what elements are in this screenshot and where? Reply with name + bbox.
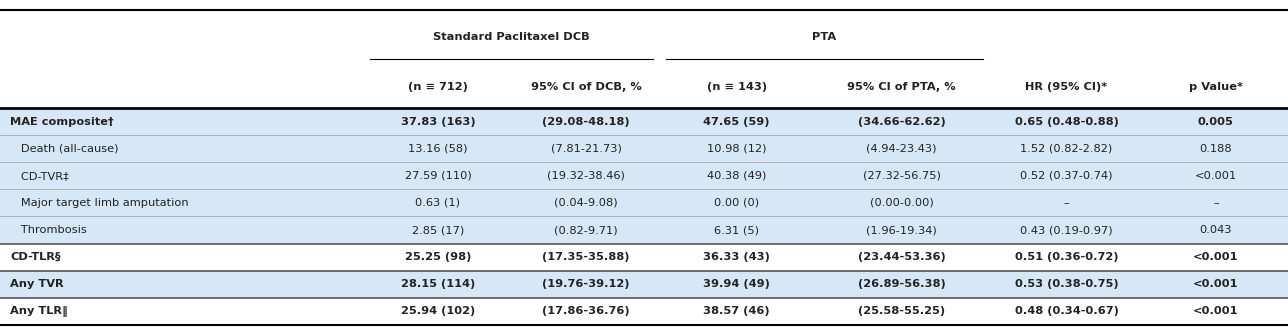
Text: <0.001: <0.001	[1193, 279, 1239, 289]
Text: 25.94 (102): 25.94 (102)	[401, 306, 475, 316]
Text: 6.31 (5): 6.31 (5)	[715, 225, 759, 235]
Text: HR (95% CI)*: HR (95% CI)*	[1025, 82, 1108, 92]
Bar	[0, 10, 1288, 108]
Bar	[0, 271, 1288, 298]
Text: 2.85 (17): 2.85 (17)	[412, 225, 464, 235]
Text: PTA: PTA	[813, 32, 836, 42]
Text: 0.63 (1): 0.63 (1)	[416, 198, 460, 208]
Bar	[0, 189, 1288, 216]
Text: 40.38 (49): 40.38 (49)	[707, 171, 766, 181]
Text: <0.001: <0.001	[1193, 252, 1239, 262]
Text: (17.86-36.76): (17.86-36.76)	[542, 306, 630, 316]
Text: 38.57 (46): 38.57 (46)	[703, 306, 770, 316]
Bar	[0, 108, 1288, 135]
Text: 0.005: 0.005	[1198, 117, 1234, 127]
Text: –: –	[1213, 198, 1218, 208]
Text: Any TLR‖: Any TLR‖	[10, 306, 68, 317]
Text: CD-TLR§: CD-TLR§	[10, 252, 61, 262]
Text: MAE composite†: MAE composite†	[10, 117, 113, 127]
Text: 0.52 (0.37-0.74): 0.52 (0.37-0.74)	[1020, 171, 1113, 181]
Text: 0.48 (0.34-0.67): 0.48 (0.34-0.67)	[1015, 306, 1118, 316]
Text: CD-TVR‡: CD-TVR‡	[10, 171, 70, 181]
Text: 0.00 (0): 0.00 (0)	[714, 198, 760, 208]
Text: Death (all-cause): Death (all-cause)	[10, 144, 118, 154]
Text: 25.25 (98): 25.25 (98)	[404, 252, 471, 262]
Text: 1.52 (0.82-2.82): 1.52 (0.82-2.82)	[1020, 144, 1113, 154]
Bar	[0, 135, 1288, 162]
Text: <0.001: <0.001	[1195, 171, 1236, 181]
Text: 95% CI of DCB, %: 95% CI of DCB, %	[531, 82, 641, 92]
Text: (0.04-9.08): (0.04-9.08)	[554, 198, 618, 208]
Text: 13.16 (58): 13.16 (58)	[408, 144, 468, 154]
Text: (n ≡ 143): (n ≡ 143)	[707, 82, 766, 92]
Text: (0.82-9.71): (0.82-9.71)	[554, 225, 618, 235]
Text: 10.98 (12): 10.98 (12)	[707, 144, 766, 154]
Text: (29.08-48.18): (29.08-48.18)	[542, 117, 630, 127]
Text: (23.44-53.36): (23.44-53.36)	[858, 252, 945, 262]
Text: (26.89-56.38): (26.89-56.38)	[858, 279, 945, 289]
Bar	[0, 162, 1288, 190]
Text: 28.15 (114): 28.15 (114)	[401, 279, 475, 289]
Text: (19.76-39.12): (19.76-39.12)	[542, 279, 630, 289]
Text: (27.32-56.75): (27.32-56.75)	[863, 171, 940, 181]
Text: (1.96-19.34): (1.96-19.34)	[867, 225, 936, 235]
Text: 0.53 (0.38-0.75): 0.53 (0.38-0.75)	[1015, 279, 1118, 289]
Text: –: –	[1064, 198, 1069, 208]
Text: (0.00-0.00): (0.00-0.00)	[869, 198, 934, 208]
Text: (n ≡ 712): (n ≡ 712)	[408, 82, 468, 92]
Text: 0.65 (0.48-0.88): 0.65 (0.48-0.88)	[1015, 117, 1118, 127]
Text: (7.81-21.73): (7.81-21.73)	[550, 144, 622, 154]
Text: <0.001: <0.001	[1193, 306, 1239, 316]
Bar	[0, 243, 1288, 271]
Text: 47.65 (59): 47.65 (59)	[703, 117, 770, 127]
Text: 0.51 (0.36-0.72): 0.51 (0.36-0.72)	[1015, 252, 1118, 262]
Text: 0.43 (0.19-0.97): 0.43 (0.19-0.97)	[1020, 225, 1113, 235]
Text: 36.33 (43): 36.33 (43)	[703, 252, 770, 262]
Text: (17.35-35.88): (17.35-35.88)	[542, 252, 630, 262]
Text: 39.94 (49): 39.94 (49)	[703, 279, 770, 289]
Text: p Value*: p Value*	[1189, 82, 1243, 92]
Text: Any TVR: Any TVR	[10, 279, 64, 289]
Text: Major target limb amputation: Major target limb amputation	[10, 198, 189, 208]
Text: 0.043: 0.043	[1199, 225, 1233, 235]
Text: (4.94-23.43): (4.94-23.43)	[867, 144, 936, 154]
Text: 27.59 (110): 27.59 (110)	[404, 171, 471, 181]
Text: Thrombosis: Thrombosis	[10, 225, 88, 235]
Bar	[0, 298, 1288, 325]
Text: (19.32-38.46): (19.32-38.46)	[547, 171, 625, 181]
Bar	[0, 216, 1288, 243]
Text: 95% CI of PTA, %: 95% CI of PTA, %	[848, 82, 956, 92]
Text: 37.83 (163): 37.83 (163)	[401, 117, 475, 127]
Text: (34.66-62.62): (34.66-62.62)	[858, 117, 945, 127]
Text: 0.188: 0.188	[1199, 144, 1233, 154]
Text: Standard Paclitaxel DCB: Standard Paclitaxel DCB	[433, 32, 590, 42]
Text: (25.58-55.25): (25.58-55.25)	[858, 306, 945, 316]
